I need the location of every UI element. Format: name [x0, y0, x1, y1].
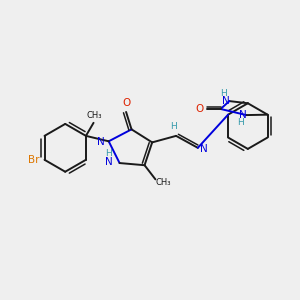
Text: H: H: [238, 118, 244, 127]
Text: N: N: [239, 110, 247, 120]
Text: Br: Br: [28, 155, 39, 165]
Text: O: O: [196, 104, 204, 114]
Text: O: O: [122, 98, 130, 108]
Text: CH₃: CH₃: [87, 111, 102, 120]
Text: CH₃: CH₃: [155, 178, 171, 187]
Text: N: N: [97, 137, 105, 147]
Text: H: H: [220, 89, 227, 98]
Text: H: H: [105, 149, 112, 158]
Text: H: H: [170, 122, 177, 130]
Text: N: N: [222, 96, 230, 106]
Text: N: N: [105, 157, 112, 167]
Text: N: N: [200, 144, 208, 154]
